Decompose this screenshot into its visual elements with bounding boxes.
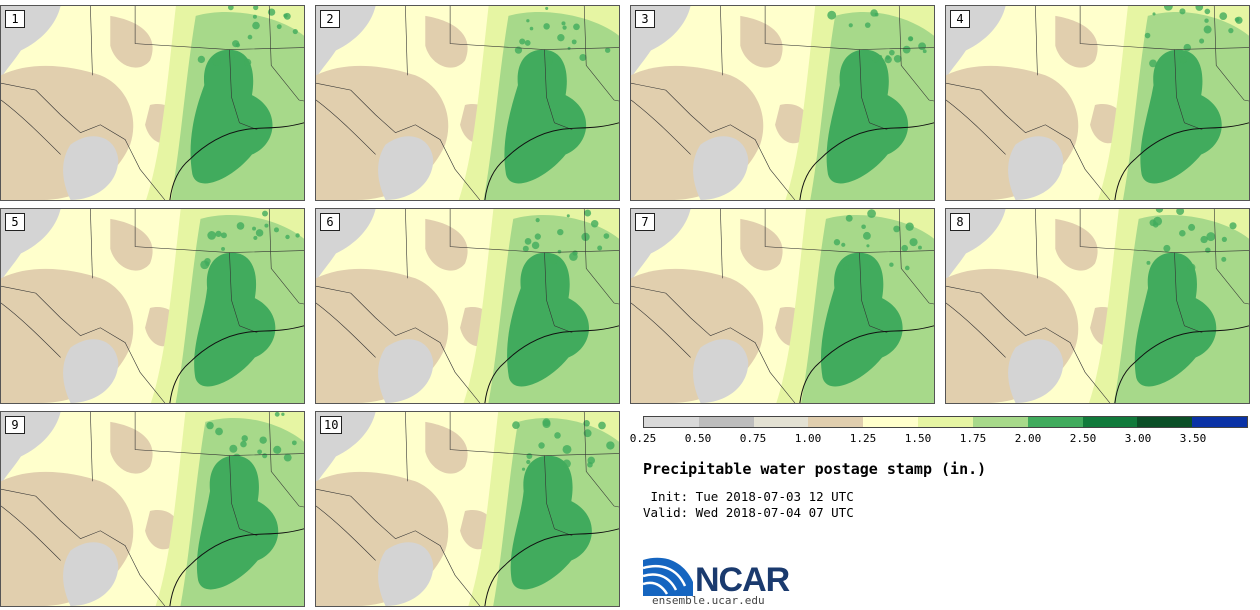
panel-number: 8: [950, 213, 970, 231]
color-scale-labels: 0.25 0.50 0.75 1.00 1.25 1.50 1.75 2.00 2.50 3.00…: [630, 432, 1248, 446]
panel-number: 4: [950, 10, 970, 28]
pw-map: [946, 6, 1249, 200]
stamp-panel-2[interactable]: 2: [315, 5, 620, 201]
panel-number: 10: [320, 416, 343, 434]
stamp-panel-10[interactable]: 10: [315, 411, 620, 607]
color-tick-label: 0.25: [629, 432, 657, 445]
pw-map: [946, 209, 1249, 403]
pw-map: [316, 209, 619, 403]
color-segment-5: [863, 417, 919, 427]
color-tick-label: 3.50: [1179, 432, 1207, 445]
logo-wordmark: NCAR: [695, 561, 790, 599]
color-segment-3: [753, 417, 809, 427]
ncar-logo-icon: [643, 557, 693, 596]
pw-map: [1, 412, 304, 606]
stamp-panel-6[interactable]: 6: [315, 208, 620, 404]
panel-number: 1: [5, 10, 25, 28]
site-url: ensemble.ucar.edu: [652, 594, 765, 607]
pw-map: [1, 6, 304, 200]
color-segment-10: [1137, 417, 1193, 427]
panel-number: 6: [320, 213, 340, 231]
panel-number: 2: [320, 10, 340, 28]
pw-map: [316, 412, 619, 606]
stamp-panel-4[interactable]: 4: [945, 5, 1250, 201]
color-segment-8: [1027, 417, 1083, 427]
color-segment-4: [808, 417, 864, 427]
color-segment-1: [644, 417, 699, 427]
panel-number: 7: [635, 213, 655, 231]
pw-map: [631, 209, 934, 403]
color-segment-9: [1082, 417, 1138, 427]
valid-time: Valid: Wed 2018-07-04 07 UTC: [643, 505, 854, 520]
pw-map: [631, 6, 934, 200]
color-segment-7: [972, 417, 1028, 427]
color-segment-6: [918, 417, 973, 427]
color-tick-label: 1.75: [959, 432, 987, 445]
panel-number: 3: [635, 10, 655, 28]
stamp-panel-9[interactable]: 9: [0, 411, 305, 607]
stamp-panel-3[interactable]: 3: [630, 5, 935, 201]
color-tick-label: 2.50: [1069, 432, 1097, 445]
color-tick-label: 1.00: [794, 432, 822, 445]
panel-number: 9: [5, 416, 25, 434]
color-scale-bar: [643, 416, 1248, 428]
stamp-panel-1[interactable]: 1: [0, 5, 305, 201]
pw-map: [316, 6, 619, 200]
color-tick-label: 0.75: [739, 432, 767, 445]
color-tick-label: 0.50: [684, 432, 712, 445]
panel-number: 5: [5, 213, 25, 231]
pw-map: [1, 209, 304, 403]
color-segment-11: [1192, 417, 1247, 427]
stamp-panel-8[interactable]: 8: [945, 208, 1250, 404]
figure-title: Precipitable water postage stamp (in.): [643, 460, 987, 478]
color-tick-label: 1.25: [849, 432, 877, 445]
stamp-panel-5[interactable]: 5: [0, 208, 305, 404]
stamp-panel-7[interactable]: 7: [630, 208, 935, 404]
color-tick-label: 3.00: [1124, 432, 1152, 445]
init-time: Init: Tue 2018-07-03 12 UTC: [643, 489, 854, 504]
color-segment-2: [698, 417, 754, 427]
color-tick-label: 1.50: [904, 432, 932, 445]
color-tick-label: 2.00: [1014, 432, 1042, 445]
